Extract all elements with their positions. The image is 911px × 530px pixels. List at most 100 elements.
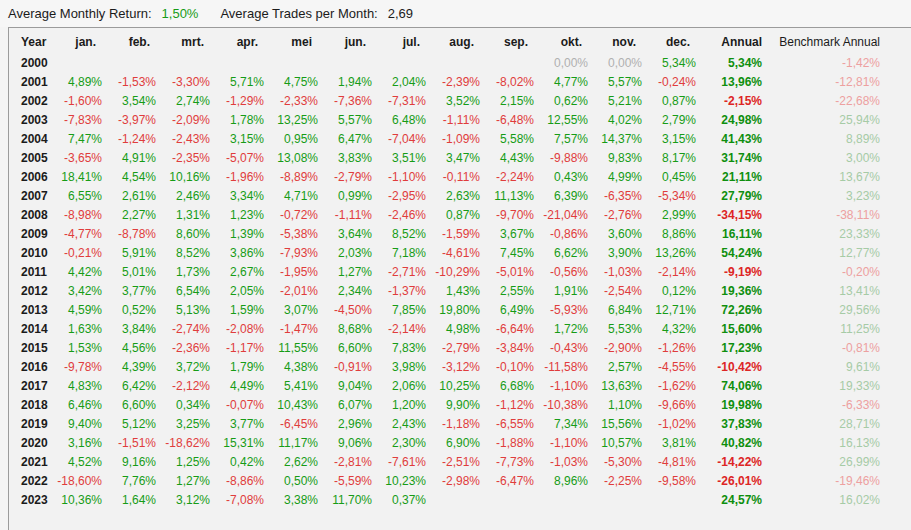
spacer-cell [882,91,910,110]
month-cell: 5,53% [596,319,650,338]
table-row: 20141,63%3,84%-2,74%-2,08%-1,47%8,68%-2,… [9,319,910,338]
month-cell: -2,24% [488,167,542,186]
month-cell: 0,00% [542,53,596,72]
month-cell: 2,74% [164,91,218,110]
month-cell: -7,83% [56,110,110,129]
month-cell: -2,54% [596,281,650,300]
annual-cell: 27,79% [704,186,770,205]
month-cell: 9,90% [434,395,488,414]
year-cell: 2004 [9,129,56,148]
month-cell: -4,50% [326,300,380,319]
month-cell: 3,67% [488,224,542,243]
month-cell: 4,59% [56,300,110,319]
month-cell: 1,27% [164,471,218,490]
column-header-annual: Annual [704,31,770,53]
annual-cell: 5,34% [704,53,770,72]
benchmark-cell: -0,20% [770,262,882,281]
month-cell: -2,81% [326,452,380,471]
month-cell: 4,39% [110,357,164,376]
month-cell: -3,84% [488,338,542,357]
spacer-cell [882,224,910,243]
month-cell: 5,91% [110,243,164,262]
month-cell: 10,16% [164,167,218,186]
benchmark-cell: -6,33% [770,395,882,414]
month-cell: -1,53% [110,72,164,91]
month-cell: 6,42% [110,376,164,395]
monthly-returns-table: Year jan. feb. mrt. apr. mei jun. jul. a… [9,31,910,509]
month-cell: 1,10% [596,395,650,414]
avg-monthly-return-label: Average Monthly Return: [8,6,152,21]
spacer-cell [882,186,910,205]
spacer-cell [882,148,910,167]
month-cell: 9,40% [56,414,110,433]
month-cell: 7,76% [110,471,164,490]
month-cell: 2,04% [380,72,434,91]
header-row: Year jan. feb. mrt. apr. mei jun. jul. a… [9,31,910,53]
month-cell [596,490,650,509]
benchmark-cell: 13,41% [770,281,882,300]
month-cell: 3,98% [380,357,434,376]
month-cell: 4,83% [56,376,110,395]
month-cell: -2,14% [650,262,704,281]
month-cell: 4,99% [596,167,650,186]
spacer-cell [882,53,910,72]
month-cell: 0,87% [650,91,704,110]
year-cell: 2020 [9,433,56,452]
table-row: 2022-18,60%7,76%1,27%-8,86%0,50%-5,59%10… [9,471,910,490]
spacer-cell [882,300,910,319]
table-row: 20000,00%0,00%5,34%5,34%-1,42% [9,53,910,72]
month-cell: -1,03% [542,452,596,471]
month-cell: -0,10% [488,357,542,376]
benchmark-cell: 11,25% [770,319,882,338]
year-cell: 2007 [9,186,56,205]
benchmark-cell: 16,02% [770,490,882,509]
month-cell: 4,91% [110,148,164,167]
month-cell: 8,52% [164,243,218,262]
month-cell: 3,86% [218,243,272,262]
month-cell: 5,58% [488,129,542,148]
month-cell: 4,32% [650,319,704,338]
annual-cell: -9,19% [704,262,770,281]
month-cell: 3,52% [434,91,488,110]
month-cell: 10,25% [434,376,488,395]
month-cell: 4,42% [56,262,110,281]
month-cell: -2,79% [326,167,380,186]
month-cell: 2,43% [380,414,434,433]
month-cell: -0,07% [218,395,272,414]
month-cell: -2,35% [164,148,218,167]
month-cell: 2,06% [380,376,434,395]
month-cell: -3,65% [56,148,110,167]
month-cell: 1,23% [218,205,272,224]
month-cell: 4,71% [272,186,326,205]
month-cell: 6,84% [596,300,650,319]
month-cell: -5,07% [218,148,272,167]
year-cell: 2010 [9,243,56,262]
month-cell: -2,79% [434,338,488,357]
annual-cell: 40,82% [704,433,770,452]
annual-cell: 16,11% [704,224,770,243]
benchmark-cell: 3,23% [770,186,882,205]
month-cell [110,53,164,72]
month-cell: 0,43% [542,167,596,186]
table-row: 2002-1,60%3,54%2,74%-1,29%-2,33%-7,36%-7… [9,91,910,110]
month-cell: -2,09% [164,110,218,129]
month-cell: 0,87% [434,205,488,224]
column-header-feb: feb. [110,31,164,53]
month-cell: 3,25% [164,414,218,433]
month-cell: 1,78% [218,110,272,129]
month-cell: -3,30% [164,72,218,91]
month-cell: 1,59% [218,300,272,319]
month-cell: 0,50% [272,471,326,490]
month-cell: 2,67% [218,262,272,281]
annual-cell: 19,36% [704,281,770,300]
month-cell: 7,47% [56,129,110,148]
benchmark-cell: 29,56% [770,300,882,319]
month-cell: -5,34% [650,186,704,205]
month-cell: -1,95% [272,262,326,281]
month-cell: 10,36% [56,490,110,509]
month-cell: 0,12% [650,281,704,300]
month-cell: -1,03% [596,262,650,281]
year-cell: 2006 [9,167,56,186]
month-cell [380,53,434,72]
benchmark-cell: 13,67% [770,167,882,186]
